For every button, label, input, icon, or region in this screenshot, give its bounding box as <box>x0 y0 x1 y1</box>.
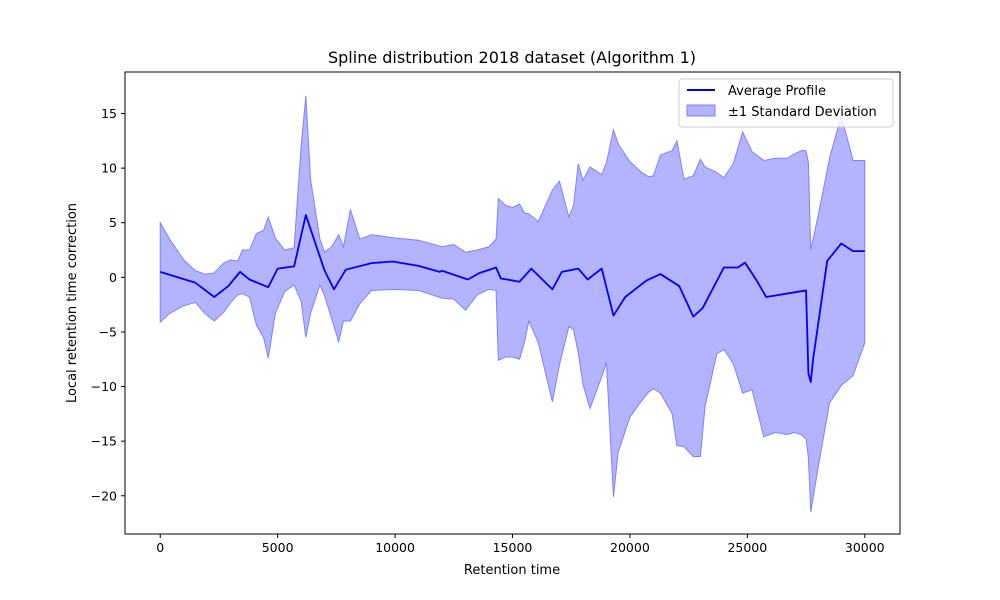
x-axis-label: Retention time <box>464 563 560 578</box>
x-tick-label: 30000 <box>845 540 885 555</box>
chart-title: Spline distribution 2018 dataset (Algori… <box>328 48 696 67</box>
y-tick-label: 15 <box>101 106 117 121</box>
y-tick-label: −15 <box>91 434 117 449</box>
x-tick-label: 5000 <box>262 540 294 555</box>
y-tick-label: −20 <box>91 488 117 503</box>
axis-ticks: 0 5000 10000 15000 20000 25000 30000 −20 −15 −10 −… <box>91 106 885 555</box>
x-tick-label: 15000 <box>493 540 533 555</box>
y-tick-label: 5 <box>109 215 117 230</box>
y-tick-label: −10 <box>91 379 117 394</box>
legend: Average Profile ±1 Standard Deviation <box>678 78 894 128</box>
average-profile-line <box>159 214 865 384</box>
x-tick-label: 0 <box>156 540 164 555</box>
legend-band-swatch <box>686 104 716 117</box>
y-tick-label: 10 <box>101 161 117 176</box>
x-tick-label: 20000 <box>610 540 650 555</box>
legend-label-average: Average Profile <box>728 84 826 99</box>
std-band <box>159 95 866 513</box>
x-tick-label: 10000 <box>375 540 415 555</box>
y-tick-label: 0 <box>109 270 117 285</box>
y-axis-label: Local retention time correction <box>65 203 80 403</box>
plot-area <box>159 95 866 513</box>
legend-box <box>678 78 894 128</box>
legend-label-std: ±1 Standard Deviation <box>728 105 877 120</box>
y-tick-label: −5 <box>99 324 117 339</box>
x-tick-label: 25000 <box>727 540 767 555</box>
